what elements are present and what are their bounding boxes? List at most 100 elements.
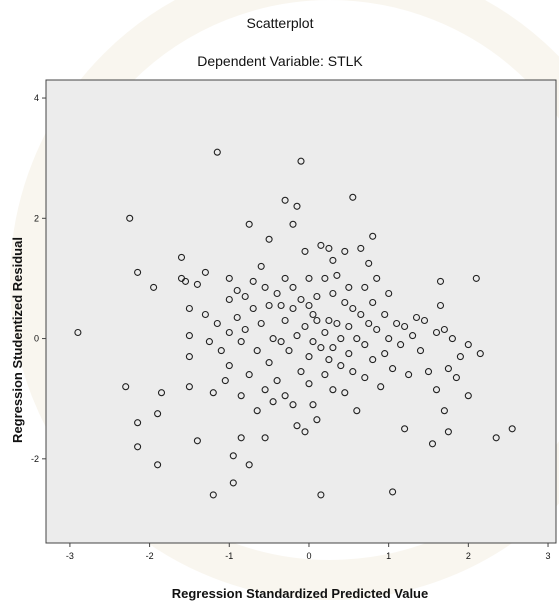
scatter-point [249,277,257,285]
scatter-point [361,374,369,382]
scatter-point [297,368,305,376]
scatter-point [365,259,373,267]
scatter-point [361,341,369,349]
scatter-point [464,341,472,349]
scatter-point [317,491,325,499]
scatter-point [209,491,217,499]
scatter-point [341,298,349,307]
scatter-point [333,319,341,328]
scatter-point [237,434,245,442]
scatter-point [289,304,297,313]
scatter-point [217,347,225,355]
scatter-point [325,356,333,364]
scatter-point [424,368,433,376]
scatter-point [245,461,253,469]
scatter-point [440,407,448,415]
scatter-point [492,434,500,442]
scatter-point [229,479,237,487]
scatter-point [150,283,158,291]
scatter-point [157,389,166,397]
scatter-point [301,428,309,436]
scatter-point [428,440,437,448]
scatter-point [452,374,460,382]
scatter-point [257,262,265,270]
scatter-point [265,301,273,310]
plot-area [45,79,557,544]
scatter-point [357,244,365,252]
scatter-point [333,271,341,279]
scatter-point [134,419,142,427]
x-tick-label: 0 [306,551,311,561]
scatter-point [177,253,186,261]
scatter-point [289,401,297,409]
scatter-point [385,289,393,298]
scatter-point [440,325,448,334]
scatter-point [233,313,241,322]
scatter-point [409,332,417,340]
scatter-point [289,283,297,291]
scatter-point [432,386,441,394]
x-tick-label: -3 [66,551,74,561]
scatter-point [297,157,305,165]
scatter-point [185,304,193,313]
scatter-point [309,338,317,346]
y-tick-label: 0 [34,334,39,344]
y-tick-label: -2 [31,454,39,464]
scatter-point [345,322,353,331]
scatter-point [301,322,309,331]
scatter-point [193,437,201,445]
scatter-point [201,268,209,276]
scatter-point [381,310,389,319]
scatter-point [225,362,233,370]
scatter-point [269,335,277,343]
scatter-point [389,488,397,496]
scatter-point [444,365,452,373]
x-tick-label: 2 [466,551,471,561]
scatter-point [134,443,142,451]
scatter-point [185,383,193,391]
scatter-point [349,368,357,376]
scatter-point [345,283,353,291]
scatter-point [305,301,313,310]
scatter-point [225,274,233,282]
scatter-point [416,347,425,355]
scatter-point [241,325,249,334]
scatter-point [317,241,325,249]
scatter-point [257,319,265,328]
scatter-point [305,274,313,282]
scatter-point [201,310,209,319]
scatter-point [373,274,381,282]
scatter-point [185,332,193,340]
scatter-point [289,220,297,228]
scatter-point [349,193,357,201]
scatter-point [341,389,349,397]
scatter-point [393,319,401,328]
scatter-point [281,196,289,204]
scatter-point [353,335,361,343]
scatter-point [305,380,313,388]
scatter-point [265,235,273,243]
scatter-point [321,274,329,282]
scatter-point [385,335,393,343]
scatter-point [122,383,130,391]
scatter-point [313,416,321,424]
x-axis-title: Regression Standardized Predicted Value [172,586,428,601]
scatter-point [285,347,293,355]
scatter-point [325,244,333,252]
scatter-point [325,316,333,325]
scatter-point [369,232,377,240]
scatter-point [261,283,269,291]
scatter-point [420,316,429,325]
scatter-point [329,256,337,264]
scatter-point [349,304,357,313]
scatter-point [309,401,317,409]
scatter-point [229,452,237,460]
scatter-point [237,338,245,346]
scatter-point [436,301,445,310]
scatter-point [401,425,409,433]
scatter-point [277,301,285,310]
scatter-point [313,316,321,325]
scatter-point [237,392,245,400]
axis-ticks: -3 -2 -1 0 1 2 3 -2 0 2 4 [31,93,551,561]
